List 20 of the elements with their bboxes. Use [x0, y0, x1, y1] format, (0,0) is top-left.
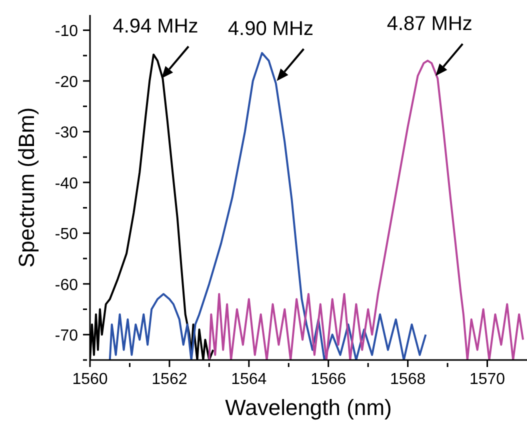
y-tick-label: -60 [54, 276, 78, 294]
y-tick-label: -50 [54, 226, 78, 244]
x-tick-label: 1560 [72, 371, 108, 388]
x-tick-label: 1568 [390, 371, 426, 388]
line-series [208, 60, 524, 360]
annotation: 4.87 MHz [386, 12, 472, 35]
y-tick-label: -30 [54, 124, 78, 142]
annotation: 4.90 MHz [228, 18, 314, 40]
y-tick-label: -70 [54, 328, 78, 345]
x-tick-label: 1562 [152, 371, 188, 388]
x-tick-label: 1570 [469, 371, 506, 388]
y-tick-label: -40 [54, 175, 78, 192]
annotation: 4.94 MHz [112, 15, 198, 38]
line-series [108, 52, 427, 360]
y-tick-label: -10 [54, 23, 78, 40]
x-axis-title: Wavelength (nm) [225, 395, 392, 420]
y-tick-label: -20 [54, 74, 78, 91]
x-tick-label: 1566 [310, 371, 346, 388]
y-axis-title: Spectrum (dBm) [14, 107, 39, 268]
x-tick-label: 1564 [231, 371, 267, 388]
